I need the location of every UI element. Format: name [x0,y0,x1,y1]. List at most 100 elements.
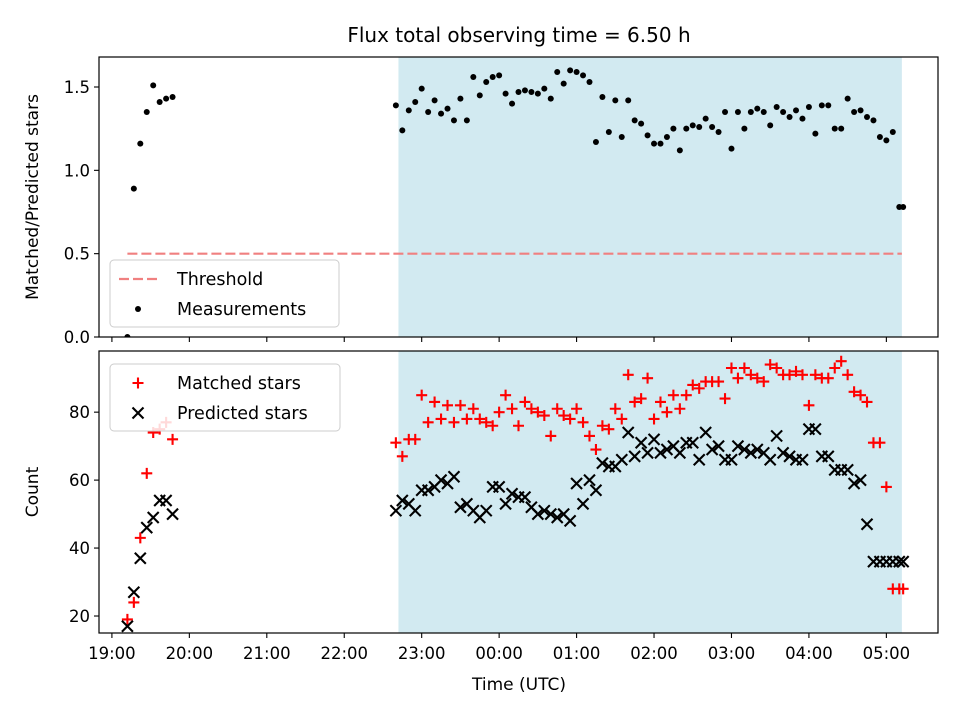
data-point [702,115,709,122]
data-point [603,423,615,435]
data-point [758,376,770,388]
data-point [796,453,809,466]
data-point [809,422,822,436]
data-point [732,372,744,384]
data-point [454,399,466,411]
data-point [156,99,163,105]
data-point [448,416,460,428]
data-point [140,521,154,534]
data-point [541,85,548,92]
data-point [538,410,550,422]
plot-area [121,351,910,633]
data-point [861,396,873,408]
data-point [506,403,518,415]
data-point [509,100,516,107]
plot-area [124,57,907,337]
data-point [663,134,670,140]
data-point [121,619,134,633]
data-point [599,94,606,100]
data-point [416,389,428,401]
legend: Matched stars Predicted stars [109,363,341,432]
x-axis-label: Time (UTC) [471,675,566,695]
legend-label: Matched stars [177,374,301,394]
data-point [612,97,619,104]
data-point [500,389,512,401]
data-point [450,117,457,124]
data-point [641,446,654,460]
data-point [571,403,583,415]
data-point [763,453,777,466]
x-tick-label: 19:00 [88,644,136,663]
data-point [851,109,858,115]
data-point [741,125,748,132]
bottom-axes: 20 40 60 80 19:00 20:00 21:00 22:00 23:00 00:00 01… [23,350,939,663]
data-point [392,102,399,109]
data-point [518,490,532,504]
data-point [389,504,403,517]
data-point [670,125,677,132]
data-point [505,487,519,500]
data-point [461,413,473,425]
data-point [412,99,419,105]
data-point [134,532,146,544]
data-point [841,463,854,477]
data-point [528,89,535,95]
data-point [719,393,731,405]
data-point [812,130,819,137]
data-point [127,585,141,599]
data-point [577,416,589,428]
legend: Threshold Measurements [109,259,340,328]
data-point [134,552,147,565]
data-point [667,389,679,401]
data-point [680,389,692,401]
data-point [622,369,634,381]
data-point [405,107,412,114]
data-point [799,115,806,122]
data-point [615,453,629,466]
data-point [143,109,150,115]
data-point [124,334,131,337]
data-point [166,507,179,521]
data-point [818,102,825,109]
data-point [576,497,590,511]
data-point [616,413,628,425]
data-point [686,436,699,449]
data-point [773,104,780,110]
data-point [829,362,841,374]
data-point [676,147,683,154]
y-tick-label: 60 [69,471,90,490]
legend-box [109,363,341,432]
data-point [745,369,757,381]
series-matched-stars [121,355,909,625]
y-axis-label: Matched/Predicted stars [23,94,43,300]
data-point [848,386,860,398]
data-point [648,413,660,425]
data-point [547,95,554,102]
x-tick-label: 21:00 [243,644,291,663]
x-tick-label: 02:00 [630,644,678,663]
data-point [654,446,667,460]
data-point [169,94,176,100]
data-point [638,120,645,127]
data-point [864,114,871,120]
data-point [693,382,705,394]
y-tick-label: 0.5 [64,245,90,264]
data-point [564,413,576,425]
data-point [831,125,838,132]
data-point [418,85,425,92]
data-point [699,426,712,439]
data-point [760,109,767,115]
data-point [435,413,447,425]
axes-frame [98,350,939,634]
data-point [580,72,587,79]
data-point [586,79,593,85]
data-point [786,114,793,120]
data-point [876,134,883,140]
data-point [551,403,563,415]
data-point [738,362,750,374]
chart-title: Flux total observing time = 6.50 h [347,23,690,47]
data-point [531,507,545,521]
axes-frame [98,56,939,338]
data-point [554,69,561,75]
